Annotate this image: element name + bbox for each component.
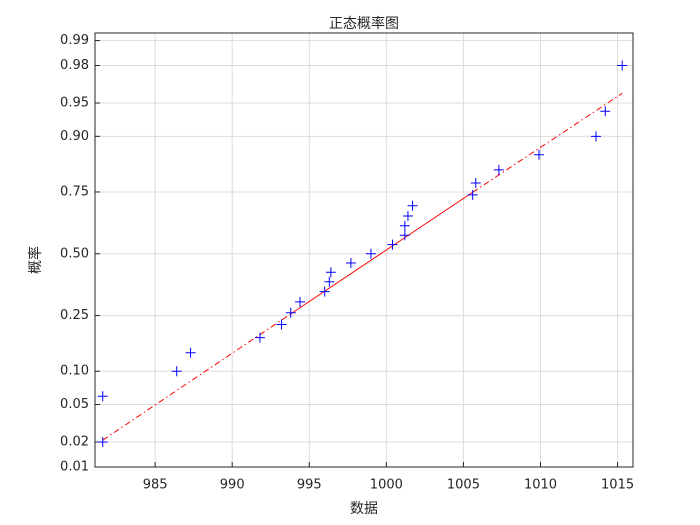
data-point: [387, 239, 398, 250]
x-tick-label: 1005: [447, 478, 480, 493]
x-tick-label: 995: [297, 478, 322, 493]
data-point: [295, 296, 306, 307]
y-tick-label: 0.05: [60, 397, 89, 412]
data-point: [185, 347, 196, 358]
reference-line-extension: [472, 92, 623, 193]
data-point: [533, 149, 544, 160]
data-point: [493, 164, 504, 175]
data-point: [407, 200, 418, 211]
data-point: [254, 332, 265, 343]
reference-line: [290, 191, 473, 315]
x-tick-label: 1000: [370, 478, 403, 493]
data-point: [467, 189, 478, 200]
data-point: [399, 230, 410, 241]
y-tick-label: 0.98: [60, 58, 89, 73]
data-point: [171, 366, 182, 377]
data-point: [276, 319, 287, 330]
y-tick-label: 0.95: [60, 96, 89, 111]
data-point: [97, 437, 108, 448]
data-point: [324, 276, 335, 287]
x-axis-label: 数据: [350, 501, 378, 517]
data-point: [325, 267, 336, 278]
data-point: [402, 210, 413, 221]
y-tick-label: 0.10: [60, 364, 89, 379]
y-tick-label: 0.02: [60, 435, 89, 450]
y-tick-label: 0.75: [60, 184, 89, 199]
data-point: [600, 106, 611, 117]
y-tick-label: 0.90: [60, 129, 89, 144]
x-tick-label: 985: [143, 478, 168, 493]
plot-frame: [94, 32, 634, 468]
data-point: [97, 391, 108, 402]
y-tick-label: 0.01: [60, 460, 89, 475]
y-tick-label: 0.99: [60, 33, 89, 48]
data-point: [470, 178, 481, 189]
chart-title: 正态概率图: [329, 15, 399, 32]
data-point: [285, 307, 296, 318]
y-axis-label: 概率: [27, 246, 44, 274]
data-point: [345, 257, 356, 268]
y-tick-label: 0.50: [60, 246, 89, 261]
data-point: [365, 248, 376, 259]
x-tick-label: 1015: [601, 478, 634, 493]
y-tick-label: 0.25: [60, 308, 89, 323]
reference-line-extension: [102, 313, 292, 441]
x-tick-label: 1010: [524, 478, 557, 493]
data-point: [591, 131, 602, 142]
data-point: [399, 220, 410, 231]
x-tick-label: 990: [220, 478, 245, 493]
data-point: [617, 60, 628, 71]
data-point: [319, 286, 330, 297]
